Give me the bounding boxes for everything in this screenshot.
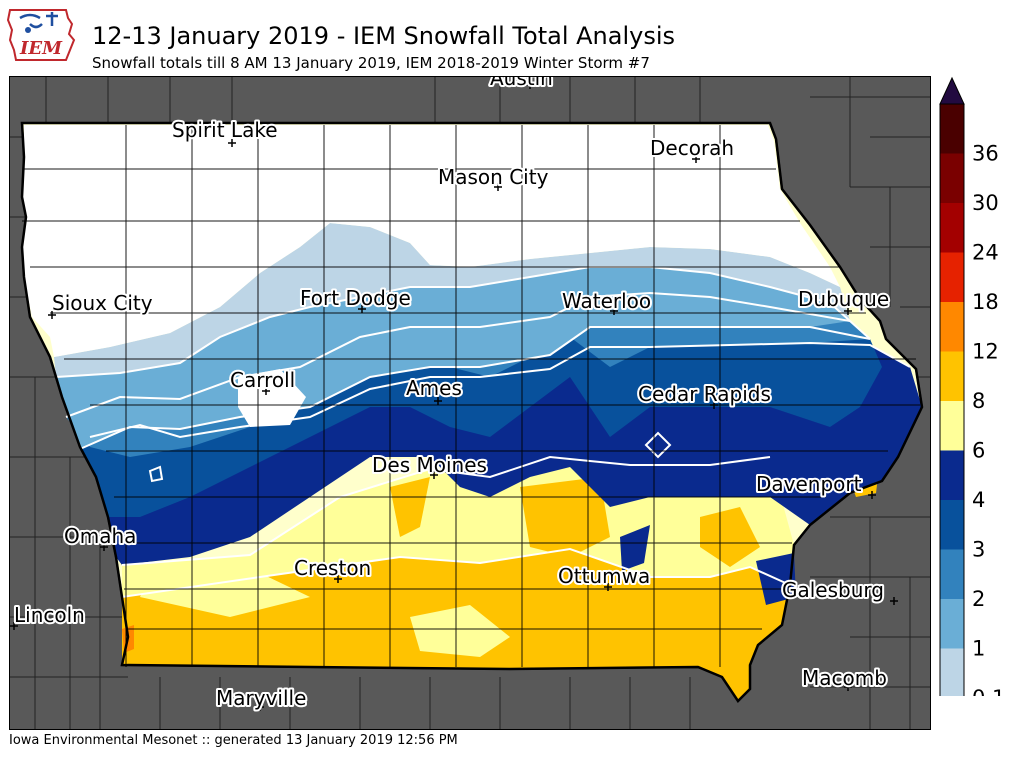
colorbar-tick-label: 4: [972, 488, 985, 512]
city-markers: Austin Spirit Lake Decorah Mason City Sioux …: [10, 77, 898, 712]
colorbar-tick-label: 6: [972, 439, 985, 463]
city-label: Cedar Rapids: [638, 382, 771, 406]
page-subtitle: Snowfall totals till 8 AM 13 January 201…: [92, 54, 650, 72]
city-dubuque: Dubuque: [796, 285, 891, 315]
colorbar-segment: [940, 648, 964, 696]
colorbar-segment: [940, 153, 964, 203]
city-label: Des Moines: [372, 453, 487, 477]
city-spirit-lake: Spirit Lake: [170, 116, 280, 147]
colorbar-segment: [940, 302, 964, 352]
colorbar-tick-label: 30: [972, 191, 999, 215]
city-cedar-rapids: Cedar Rapids: [636, 380, 773, 409]
city-omaha: Omaha: [62, 522, 138, 551]
city-label: Sioux City: [52, 291, 153, 315]
city-label: Omaha: [64, 524, 136, 548]
iowa-county-lines: [22, 125, 920, 667]
city-label: Creston: [294, 556, 371, 580]
city-des-moines: Des Moines: [370, 451, 489, 479]
city-label: Carroll: [230, 368, 295, 392]
colorbar-segment: [940, 351, 964, 401]
footer-text: Iowa Environmental Mesonet :: generated …: [9, 733, 458, 748]
colorbar-segment: [940, 500, 964, 550]
logo-text: IEM: [19, 38, 63, 59]
city-label: Fort Dodge: [300, 286, 411, 310]
colorbar-tick-label: 12: [972, 340, 999, 364]
city-waterloo: Waterloo: [560, 287, 653, 315]
colorbar-tick-label: 3: [972, 538, 985, 562]
city-creston: Creston: [292, 554, 373, 583]
city-sioux-city: Sioux City: [48, 289, 155, 319]
city-label: Ottumwa: [558, 564, 650, 588]
city-austin: Austin: [488, 77, 555, 92]
city-carroll: Carroll: [228, 366, 297, 395]
city-label: Galesburg: [782, 578, 884, 602]
city-decorah: Decorah: [648, 134, 736, 163]
city-label: Austin: [490, 77, 553, 90]
colorbar-top-cap: [939, 76, 965, 105]
colorbar-outline: [939, 103, 965, 696]
colorbar-segment: [940, 401, 964, 451]
city-davenport: Davenport: [754, 470, 876, 499]
colorbar-segment: [940, 104, 964, 154]
colorbar-segment: [940, 599, 964, 649]
snowfall-map: Austin Spirit Lake Decorah Mason City Sioux …: [9, 76, 931, 730]
city-macomb: Macomb: [800, 664, 889, 692]
city-label: Waterloo: [562, 289, 651, 313]
snowfall-colorbar: 0.11234681218243036: [938, 76, 1024, 696]
colorbar-tick-label: 0.1: [972, 686, 1005, 696]
iem-logo: IEM: [6, 9, 76, 61]
city-label: Macomb: [802, 666, 887, 690]
city-fort-dodge: Fort Dodge: [298, 284, 413, 313]
city-label: Dubuque: [798, 287, 889, 311]
city-maryville: Maryville: [214, 684, 308, 712]
city-label: Davenport: [756, 472, 862, 496]
colorbar-segment: [940, 203, 964, 253]
colorbar-tick-label: 36: [972, 142, 999, 166]
city-label: Decorah: [650, 136, 734, 160]
colorbar-tick-label: 8: [972, 389, 985, 413]
colorbar-tick-label: 2: [972, 587, 985, 611]
city-label: Mason City: [438, 165, 549, 189]
city-ottumwa: Ottumwa: [556, 562, 652, 591]
city-ames: Ames: [404, 374, 464, 405]
city-label: Lincoln: [14, 603, 85, 627]
colorbar-tick-label: 1: [972, 637, 985, 661]
page-title: 12-13 January 2019 - IEM Snowfall Total …: [92, 22, 675, 50]
city-label: Spirit Lake: [172, 118, 278, 142]
city-galesburg: Galesburg: [780, 576, 898, 605]
colorbar-tick-label: 18: [972, 290, 999, 314]
colorbar-segment: [940, 549, 964, 599]
city-lincoln: Lincoln: [10, 601, 87, 630]
colorbar-tick-label: 24: [972, 241, 999, 265]
colorbar-segment: [940, 252, 964, 302]
city-label: Ames: [406, 376, 462, 400]
city-mason-city: Mason City: [436, 163, 551, 191]
contour-lines: [55, 266, 911, 598]
colorbar-segment: [940, 450, 964, 500]
city-label: Maryville: [216, 686, 306, 710]
